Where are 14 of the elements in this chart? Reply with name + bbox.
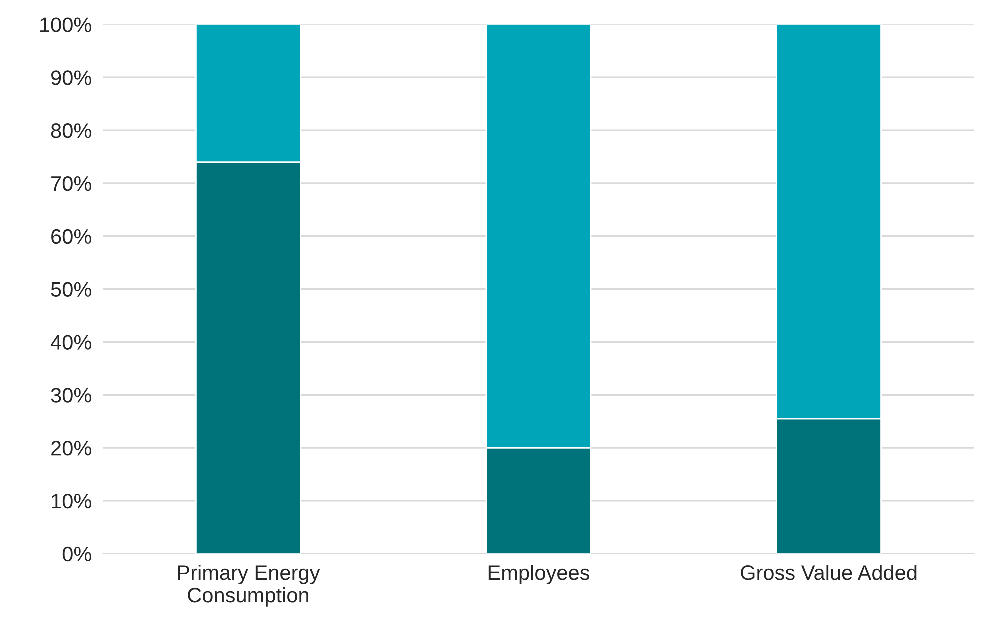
- x-tick-label: Gross Value Added: [741, 564, 917, 580]
- y-tick-label: 50%: [51, 282, 92, 298]
- y-tick-label: 90%: [51, 70, 92, 86]
- y-tick-label: 0%: [62, 546, 92, 562]
- y-tick-label: 60%: [52, 229, 92, 244]
- y-tick-label: 30%: [51, 388, 92, 403]
- x-tick-label: Employees: [488, 564, 590, 584]
- x-tick-label: Primary Energy Consumption: [178, 564, 320, 607]
- y-tick-label: 100%: [40, 18, 92, 32]
- y-tick-label: 10%: [52, 494, 92, 509]
- y-tick-label: 20%: [52, 441, 92, 456]
- y-tick-label: 80%: [51, 124, 92, 138]
- y-tick-label: 70%: [52, 176, 92, 192]
- y-tick-label: 40%: [50, 335, 92, 350]
